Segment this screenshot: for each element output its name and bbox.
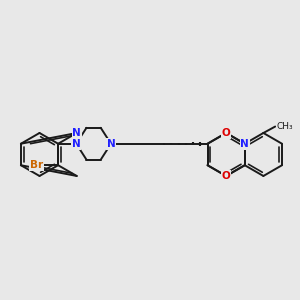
Text: O: O <box>222 128 230 138</box>
Text: CH₃: CH₃ <box>277 122 293 131</box>
Text: O: O <box>222 171 230 181</box>
Text: N: N <box>240 139 249 149</box>
Text: N: N <box>106 139 115 149</box>
Text: N: N <box>72 128 81 138</box>
Text: Br: Br <box>30 160 44 170</box>
Text: N: N <box>72 139 81 149</box>
